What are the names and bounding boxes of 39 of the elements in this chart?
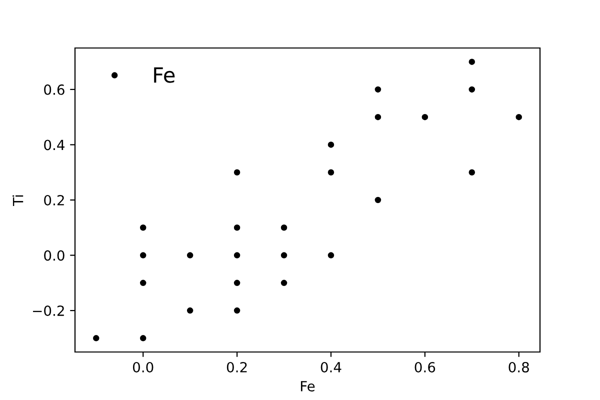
x-tick-label: 0.0 bbox=[132, 362, 154, 372]
point bbox=[374, 86, 382, 93]
point bbox=[374, 114, 382, 120]
point bbox=[422, 114, 428, 120]
y-tick-label: 0.6 bbox=[44, 84, 64, 95]
y-tick-label: 0.4 bbox=[44, 140, 64, 150]
y-tick-label: 0.2 bbox=[44, 194, 64, 206]
point bbox=[280, 224, 288, 231]
point bbox=[186, 252, 194, 258]
point bbox=[140, 280, 146, 286]
x-tick-label: 0.2 bbox=[226, 362, 247, 372]
point bbox=[280, 280, 288, 286]
y-tick-label: 0.0 bbox=[44, 250, 64, 261]
point bbox=[328, 142, 334, 148]
point bbox=[234, 307, 240, 314]
point bbox=[374, 196, 382, 204]
point bbox=[234, 280, 240, 286]
y-tick-label: −0.2 bbox=[33, 306, 64, 316]
point bbox=[468, 58, 476, 65]
x-axis-title: Fe bbox=[300, 381, 315, 392]
point bbox=[468, 169, 476, 176]
x-tick-label: 0.4 bbox=[320, 362, 342, 372]
point bbox=[468, 86, 476, 93]
point bbox=[328, 169, 334, 176]
point bbox=[140, 252, 146, 258]
point bbox=[234, 169, 240, 176]
legend-label: Fe bbox=[154, 67, 175, 83]
point bbox=[140, 335, 146, 342]
point bbox=[186, 307, 194, 314]
point bbox=[328, 252, 334, 258]
point bbox=[93, 335, 100, 342]
point bbox=[140, 224, 146, 231]
x-tick-label: 0.6 bbox=[414, 362, 436, 372]
point bbox=[234, 224, 240, 231]
point bbox=[516, 114, 522, 120]
point bbox=[280, 252, 288, 258]
y-axis-title: Ti bbox=[12, 195, 24, 206]
point bbox=[234, 252, 240, 258]
x-tick-label: 0.8 bbox=[508, 362, 529, 372]
